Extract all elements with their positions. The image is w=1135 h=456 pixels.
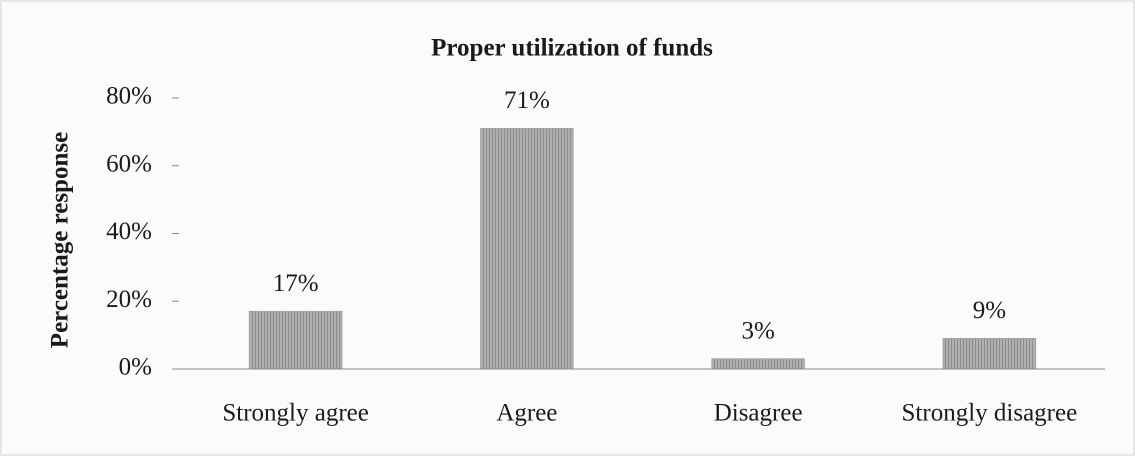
bar: [248, 310, 343, 370]
bar: [711, 358, 805, 370]
x-tick-label: Agree: [496, 400, 557, 427]
y-tick-label: 80%: [106, 83, 152, 110]
data-label: 17%: [273, 270, 319, 297]
y-tick-label: 20%: [106, 286, 152, 313]
bar: [480, 127, 574, 370]
y-tick-label: 40%: [106, 218, 152, 245]
bar: [942, 338, 1037, 370]
data-label: 9%: [973, 297, 1006, 324]
y-tick-label: 60%: [106, 150, 152, 177]
y-tick-label: 0%: [119, 354, 152, 381]
x-tick-label: Strongly disagree: [902, 400, 1078, 427]
data-label: 3%: [741, 318, 774, 345]
y-axis-label: Percentage response: [47, 132, 74, 348]
data-label: 71%: [504, 87, 550, 114]
x-tick-label: Disagree: [714, 400, 803, 427]
x-tick-label: Strongly agree: [222, 400, 368, 427]
chart-title: Proper utilization of funds: [431, 35, 713, 62]
